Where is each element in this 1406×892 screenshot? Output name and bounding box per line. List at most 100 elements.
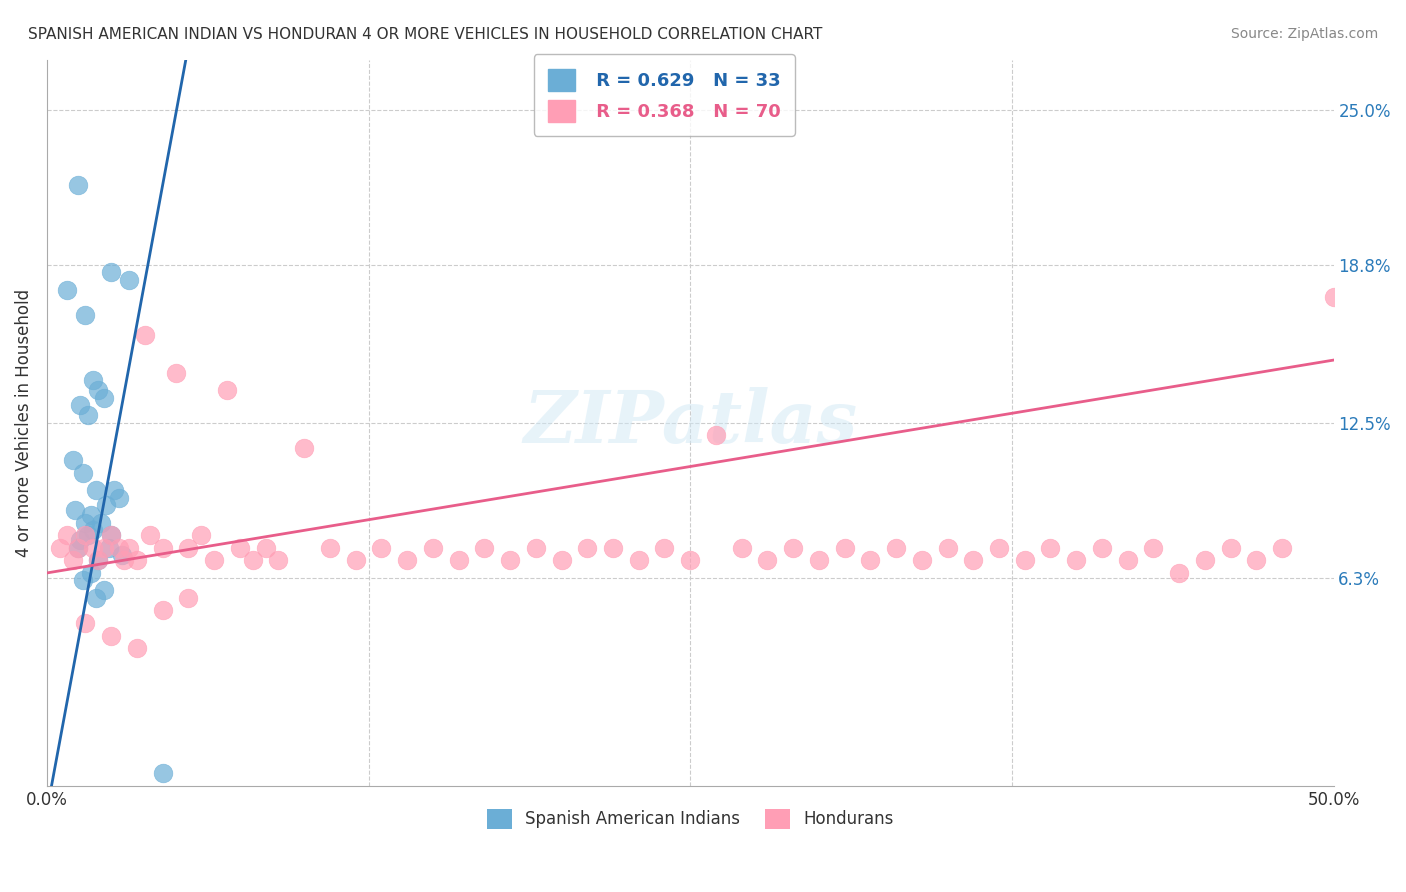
Point (1091, 541, 1114, 555)
Point (66, 541, 89, 555)
Point (56, 283, 79, 297)
Point (1219, 541, 1241, 555)
Point (1064, 553, 1087, 567)
Point (152, 766, 174, 780)
Point (75, 615, 97, 630)
Text: ZIPatlas: ZIPatlas (523, 387, 858, 458)
Point (292, 441, 315, 455)
Point (87, 553, 110, 567)
Y-axis label: 4 or more Vehicles in Household: 4 or more Vehicles in Household (15, 289, 32, 557)
Point (550, 553, 572, 567)
Point (103, 483, 125, 498)
Text: SPANISH AMERICAN INDIAN VS HONDURAN 4 OR MORE VEHICLES IN HOUSEHOLD CORRELATION : SPANISH AMERICAN INDIAN VS HONDURAN 4 OR… (28, 27, 823, 42)
Point (112, 553, 135, 567)
Point (97, 541, 120, 555)
Point (82, 541, 104, 555)
Point (962, 553, 984, 567)
Point (782, 541, 804, 555)
Point (100, 628, 122, 642)
Point (756, 553, 779, 567)
Point (988, 541, 1011, 555)
Point (242, 553, 264, 567)
Point (75, 308, 97, 322)
Point (1168, 566, 1191, 580)
Point (79, 566, 101, 580)
Point (1014, 553, 1036, 567)
Point (75, 516, 97, 530)
Point (125, 553, 148, 567)
Point (77, 408, 100, 422)
Point (77, 528, 100, 542)
Point (654, 541, 676, 555)
Point (100, 265, 122, 279)
Point (56, 528, 79, 542)
Point (69, 533, 91, 548)
Point (396, 553, 419, 567)
Text: Source: ZipAtlas.com: Source: ZipAtlas.com (1230, 27, 1378, 41)
Point (152, 603, 174, 617)
Point (215, 383, 238, 397)
Point (100, 528, 122, 542)
Point (93, 391, 115, 405)
Point (108, 491, 131, 505)
Point (911, 553, 934, 567)
Point (165, 366, 187, 380)
Point (134, 328, 156, 343)
Point (118, 273, 141, 287)
Point (177, 591, 200, 605)
Point (679, 553, 702, 567)
Point (1142, 541, 1164, 555)
Point (229, 541, 252, 555)
Point (152, 541, 174, 555)
Point (1271, 541, 1294, 555)
Point (499, 553, 522, 567)
Point (87, 383, 110, 397)
Point (267, 553, 290, 567)
Point (1322, 291, 1344, 305)
Point (524, 541, 547, 555)
Point (1039, 541, 1062, 555)
Point (72, 466, 94, 480)
Point (100, 528, 122, 542)
Point (110, 549, 132, 563)
Point (422, 541, 444, 555)
Point (93, 583, 115, 598)
Point (90, 516, 112, 530)
Point (84, 591, 107, 605)
Point (344, 553, 367, 567)
Point (49, 541, 72, 555)
Point (859, 553, 882, 567)
Point (82, 373, 104, 387)
Point (936, 541, 959, 555)
Point (93, 541, 115, 555)
Point (319, 541, 342, 555)
Point (807, 553, 830, 567)
Point (66, 541, 89, 555)
Point (82, 524, 104, 538)
Point (108, 541, 131, 555)
Legend: Spanish American Indians, Hondurans: Spanish American Indians, Hondurans (479, 802, 900, 836)
Point (1116, 553, 1139, 567)
Point (834, 541, 856, 555)
Point (447, 553, 470, 567)
Point (79, 508, 101, 523)
Point (1194, 553, 1216, 567)
Point (72, 574, 94, 588)
Point (602, 541, 624, 555)
Point (69, 398, 91, 412)
Point (62, 553, 84, 567)
Point (139, 528, 162, 542)
Point (63, 503, 86, 517)
Point (84, 483, 107, 498)
Point (125, 641, 148, 656)
Point (704, 428, 727, 442)
Point (202, 553, 225, 567)
Point (731, 541, 754, 555)
Point (62, 453, 84, 467)
Point (118, 541, 141, 555)
Point (370, 541, 392, 555)
Point (177, 541, 200, 555)
Point (1246, 553, 1268, 567)
Point (576, 541, 599, 555)
Point (66, 178, 89, 192)
